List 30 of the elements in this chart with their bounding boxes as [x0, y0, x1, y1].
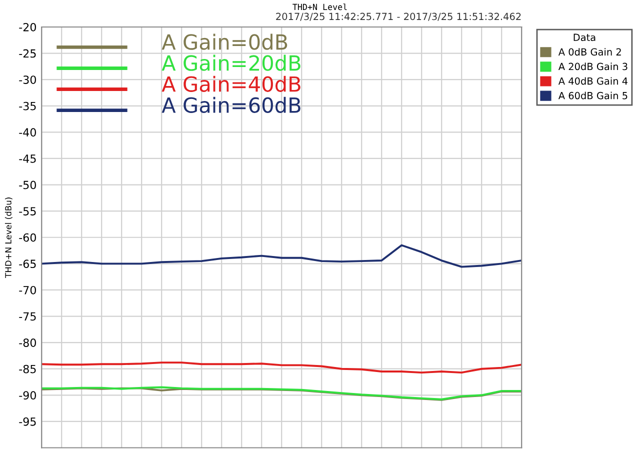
- legend-label: A 20dB Gain 3: [558, 62, 628, 70]
- chart-title: THD+N Level: [292, 4, 347, 10]
- annotation: A Gain=0dB: [162, 34, 288, 50]
- y-tick-label: -20: [19, 22, 36, 32]
- y-tick-label: -65: [19, 260, 36, 268]
- y-tick-label: -25: [19, 49, 36, 58]
- legend-label: A 60dB Gain 5: [558, 92, 628, 100]
- y-tick-label: -55: [19, 207, 36, 216]
- y-tick-label: -40: [19, 128, 36, 137]
- annotation: A Gain=60dB: [162, 96, 300, 113]
- legend-title: Data: [574, 34, 596, 42]
- annotation: A Gain=40dB: [162, 76, 300, 92]
- y-tick-label: -30: [19, 76, 36, 84]
- line-series: [42, 244, 522, 268]
- y-axis-title: THD+N Level (dBu): [4, 198, 12, 278]
- y-tick-label: -50: [19, 180, 36, 190]
- y-tick-label: -35: [19, 102, 36, 110]
- y-tick-label: -45: [19, 154, 36, 163]
- annotation: A Gain=20dB: [162, 54, 300, 71]
- y-tick-label: -85: [19, 364, 36, 374]
- y-tick-label: -60: [19, 233, 36, 242]
- chart-subtitle: 2017/3/25 11:42:25.771 - 2017/3/25 11:51:32.462: [276, 12, 521, 21]
- line-series: [42, 362, 522, 374]
- y-tick-label: -75: [19, 312, 36, 321]
- legend-label: A 40dB Gain 4: [558, 77, 628, 85]
- y-tick-label: -90: [19, 391, 36, 400]
- y-tick-label: -70: [19, 286, 36, 294]
- y-tick-label: -95: [19, 417, 36, 426]
- y-tick-label: -80: [19, 338, 36, 347]
- legend-label: A 0dB Gain 2: [558, 48, 621, 56]
